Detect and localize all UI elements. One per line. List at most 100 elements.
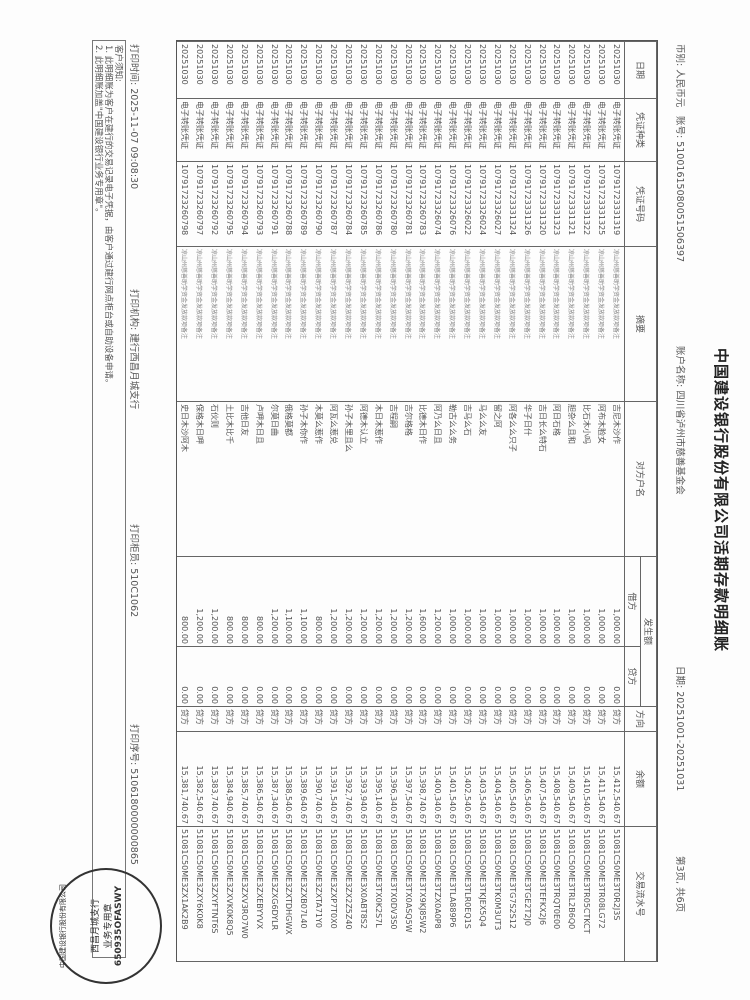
cell-date: 20251030 — [609, 41, 625, 99]
cell-voucher-no: 10791723260785 — [355, 161, 371, 247]
cell-serial: 51081C50ME3TLA889P6 — [445, 826, 461, 962]
cell-credit: 0.00 — [430, 646, 446, 707]
table-body: 20251030 电子转账凭证 10791723331319 凉山州慈善助学资金发放款… — [177, 41, 625, 962]
table-row: 20251030 电子转账凭证 10791723260797 凉山州慈善助学资金发放款… — [192, 41, 208, 962]
cell-summary: 凉山州慈善助学资金发放款项备注 — [549, 246, 565, 402]
header-debit: 借方 — [624, 556, 641, 647]
table-row: 20251030 电子转账凭证 10791723331322 凉山州慈善助学资金发放款… — [579, 41, 595, 962]
cell-voucher-no: 10791723331324 — [504, 161, 520, 247]
cell-debit: 1,200.00 — [207, 556, 222, 647]
stamp-label: 业务专用章 — [104, 903, 114, 949]
header-voucher-type: 凭证种类 — [624, 98, 657, 162]
account-meta: 币别: 人民币元 账号: 51001615080051506397 账户名称: … — [674, 44, 688, 960]
cell-serial: 51081C50ME3TR08LG72 — [594, 826, 610, 962]
cell-voucher-no: 10791723260792 — [207, 161, 222, 247]
cell-balance: 15,398,740.67 — [415, 731, 431, 827]
print-serial: 打印序号: 5106180000000865 — [128, 724, 139, 865]
cell-counterparty: 阿德木认立 — [355, 401, 371, 557]
cell-debit: 1,100.00 — [296, 556, 312, 647]
cell-counterparty: 孙子木你作 — [296, 401, 312, 557]
cell-voucher-no: 10791723260786 — [370, 161, 386, 247]
cell-voucher-no: 10791723260793 — [251, 161, 267, 247]
cell-voucher-type: 电子转账凭证 — [564, 98, 580, 162]
cell-summary: 凉山州慈善助学资金发放款项备注 — [519, 246, 535, 402]
cell-direction: 贷方 — [221, 706, 237, 732]
page-number: 第3页, 共6页 — [674, 856, 685, 913]
cell-voucher-no: 10791723260780 — [385, 161, 401, 247]
header-serial: 交易流水号 — [624, 826, 657, 962]
cell-summary: 凉山州慈善助学资金发放款项备注 — [355, 246, 371, 402]
cell-voucher-type: 电子转账凭证 — [341, 98, 356, 162]
cell-debit: 1,000.00 — [564, 556, 580, 647]
cell-credit: 0.00 — [221, 646, 237, 707]
cell-voucher-type: 电子转账凭证 — [415, 98, 431, 162]
cell-serial: 51081C50ME3TR05CTKCT — [579, 826, 595, 962]
cell-voucher-no: 10791723260797 — [192, 161, 208, 247]
cell-summary: 凉山州慈善助学资金发放款项备注 — [192, 246, 208, 402]
cell-serial: 51081C50ME3TKJEX5Q4 — [475, 826, 490, 962]
cell-debit: 800.00 — [251, 556, 267, 647]
cell-balance: 15,403,540.67 — [475, 731, 490, 827]
stamp-code: 650935OFASWY — [114, 885, 124, 967]
cell-voucher-no: 10791723331319 — [609, 161, 625, 247]
cell-counterparty: 尔莫日曲 — [266, 401, 282, 557]
table-row: 20251030 电子转账凭证 10791723331323 凉山州慈善助学资金发放款… — [549, 41, 565, 962]
cell-counterparty: 胆杂么且和 — [564, 401, 580, 557]
cell-summary: 凉山州慈善助学资金发放款项备注 — [385, 246, 401, 402]
cell-voucher-no: 10791723326022 — [460, 161, 476, 247]
cell-voucher-type: 电子转账凭证 — [326, 98, 342, 162]
header-summary: 摘要 — [624, 246, 657, 402]
cell-date: 20251030 — [296, 41, 312, 99]
cell-date: 20251030 — [385, 41, 401, 99]
cell-direction: 贷方 — [355, 706, 371, 732]
cell-voucher-no: 10791723331321 — [564, 161, 580, 247]
cell-date: 20251030 — [415, 41, 431, 99]
cell-counterparty: 孙子木里且么 — [341, 401, 356, 557]
cell-date: 20251030 — [311, 41, 327, 99]
cell-counterparty: 史日木沙阿木 — [177, 401, 193, 557]
table-row: 20251030 电子转账凭证 10791723331320 凉山州慈善助学资金发放款… — [534, 41, 550, 962]
cell-balance: 15,391,540.67 — [326, 731, 342, 827]
cell-credit: 0.00 — [192, 646, 208, 707]
cell-balance: 15,388,540.67 — [281, 731, 297, 827]
cell-counterparty: 木莫么惹作 — [311, 401, 327, 557]
notes-line-2: 2. 此明细账加盖"中国建设银行业务专用章"。 — [93, 45, 103, 217]
cell-direction: 贷方 — [341, 706, 356, 732]
stamp-branch: 西昌月城支行 — [91, 899, 101, 954]
table-row: 20251030 电子转账凭证 10791723260780 凉山州慈善助学资金发放款… — [385, 41, 401, 962]
cell-date: 20251030 — [579, 41, 595, 99]
cell-debit: 1,600.00 — [415, 556, 431, 647]
cell-counterparty: 吉程嗣 — [385, 401, 401, 557]
table-row: 20251030 电子转账凭证 10791723331326 凉山州慈善助学资金发放款… — [519, 41, 535, 962]
cell-voucher-type: 电子转账凭证 — [385, 98, 401, 162]
header-amount: 发生额 — [640, 556, 657, 707]
cell-date: 20251030 — [445, 41, 461, 99]
cell-serial: 51081C50ME3TZX0A0P8 — [430, 826, 446, 962]
cell-counterparty: 吉尼木沙作 — [609, 401, 625, 557]
cell-counterparty: 华子日什 — [519, 401, 535, 557]
cell-voucher-type: 电子转账凭证 — [400, 98, 416, 162]
cell-date: 20251030 — [370, 41, 386, 99]
cell-serial: 51081C50ME3TK0M3UT3 — [489, 826, 505, 962]
cell-credit: 0.00 — [445, 646, 461, 707]
cell-balance: 15,404,540.67 — [489, 731, 505, 827]
cell-voucher-type: 电子转账凭证 — [266, 98, 282, 162]
cell-voucher-type: 电子转账凭证 — [296, 98, 312, 162]
statement-table: 日期 凭证种类 凭证号码 摘要 对方户名 发生额 方向 余额 交易流水号 借方 … — [176, 40, 658, 962]
cell-serial: 51081C50ME3TLR0EQ1S — [460, 826, 476, 962]
cell-counterparty: 吉日长么特石 — [534, 401, 550, 557]
cell-counterparty: 石伙则 — [207, 401, 222, 557]
cell-date: 20251030 — [549, 41, 565, 99]
table-row: 20251030 电子转账凭证 10791723260781 凉山州慈善助学资金发放款… — [400, 41, 416, 962]
cell-credit: 0.00 — [564, 646, 580, 707]
cell-summary: 凉山州慈善助学资金发放款项备注 — [221, 246, 237, 402]
cell-date: 20251030 — [266, 41, 282, 99]
table-row: 20251030 电子转账凭证 10791723260783 凉山州慈善助学资金发放款… — [415, 41, 431, 962]
cell-direction: 贷方 — [385, 706, 401, 732]
cell-direction: 贷方 — [549, 706, 565, 732]
cell-voucher-no: 10791723260788 — [281, 161, 297, 247]
header-counterparty: 对方户名 — [624, 401, 657, 557]
cell-credit: 0.00 — [236, 646, 252, 707]
cell-summary: 凉山州慈善助学资金发放款项备注 — [489, 246, 505, 402]
